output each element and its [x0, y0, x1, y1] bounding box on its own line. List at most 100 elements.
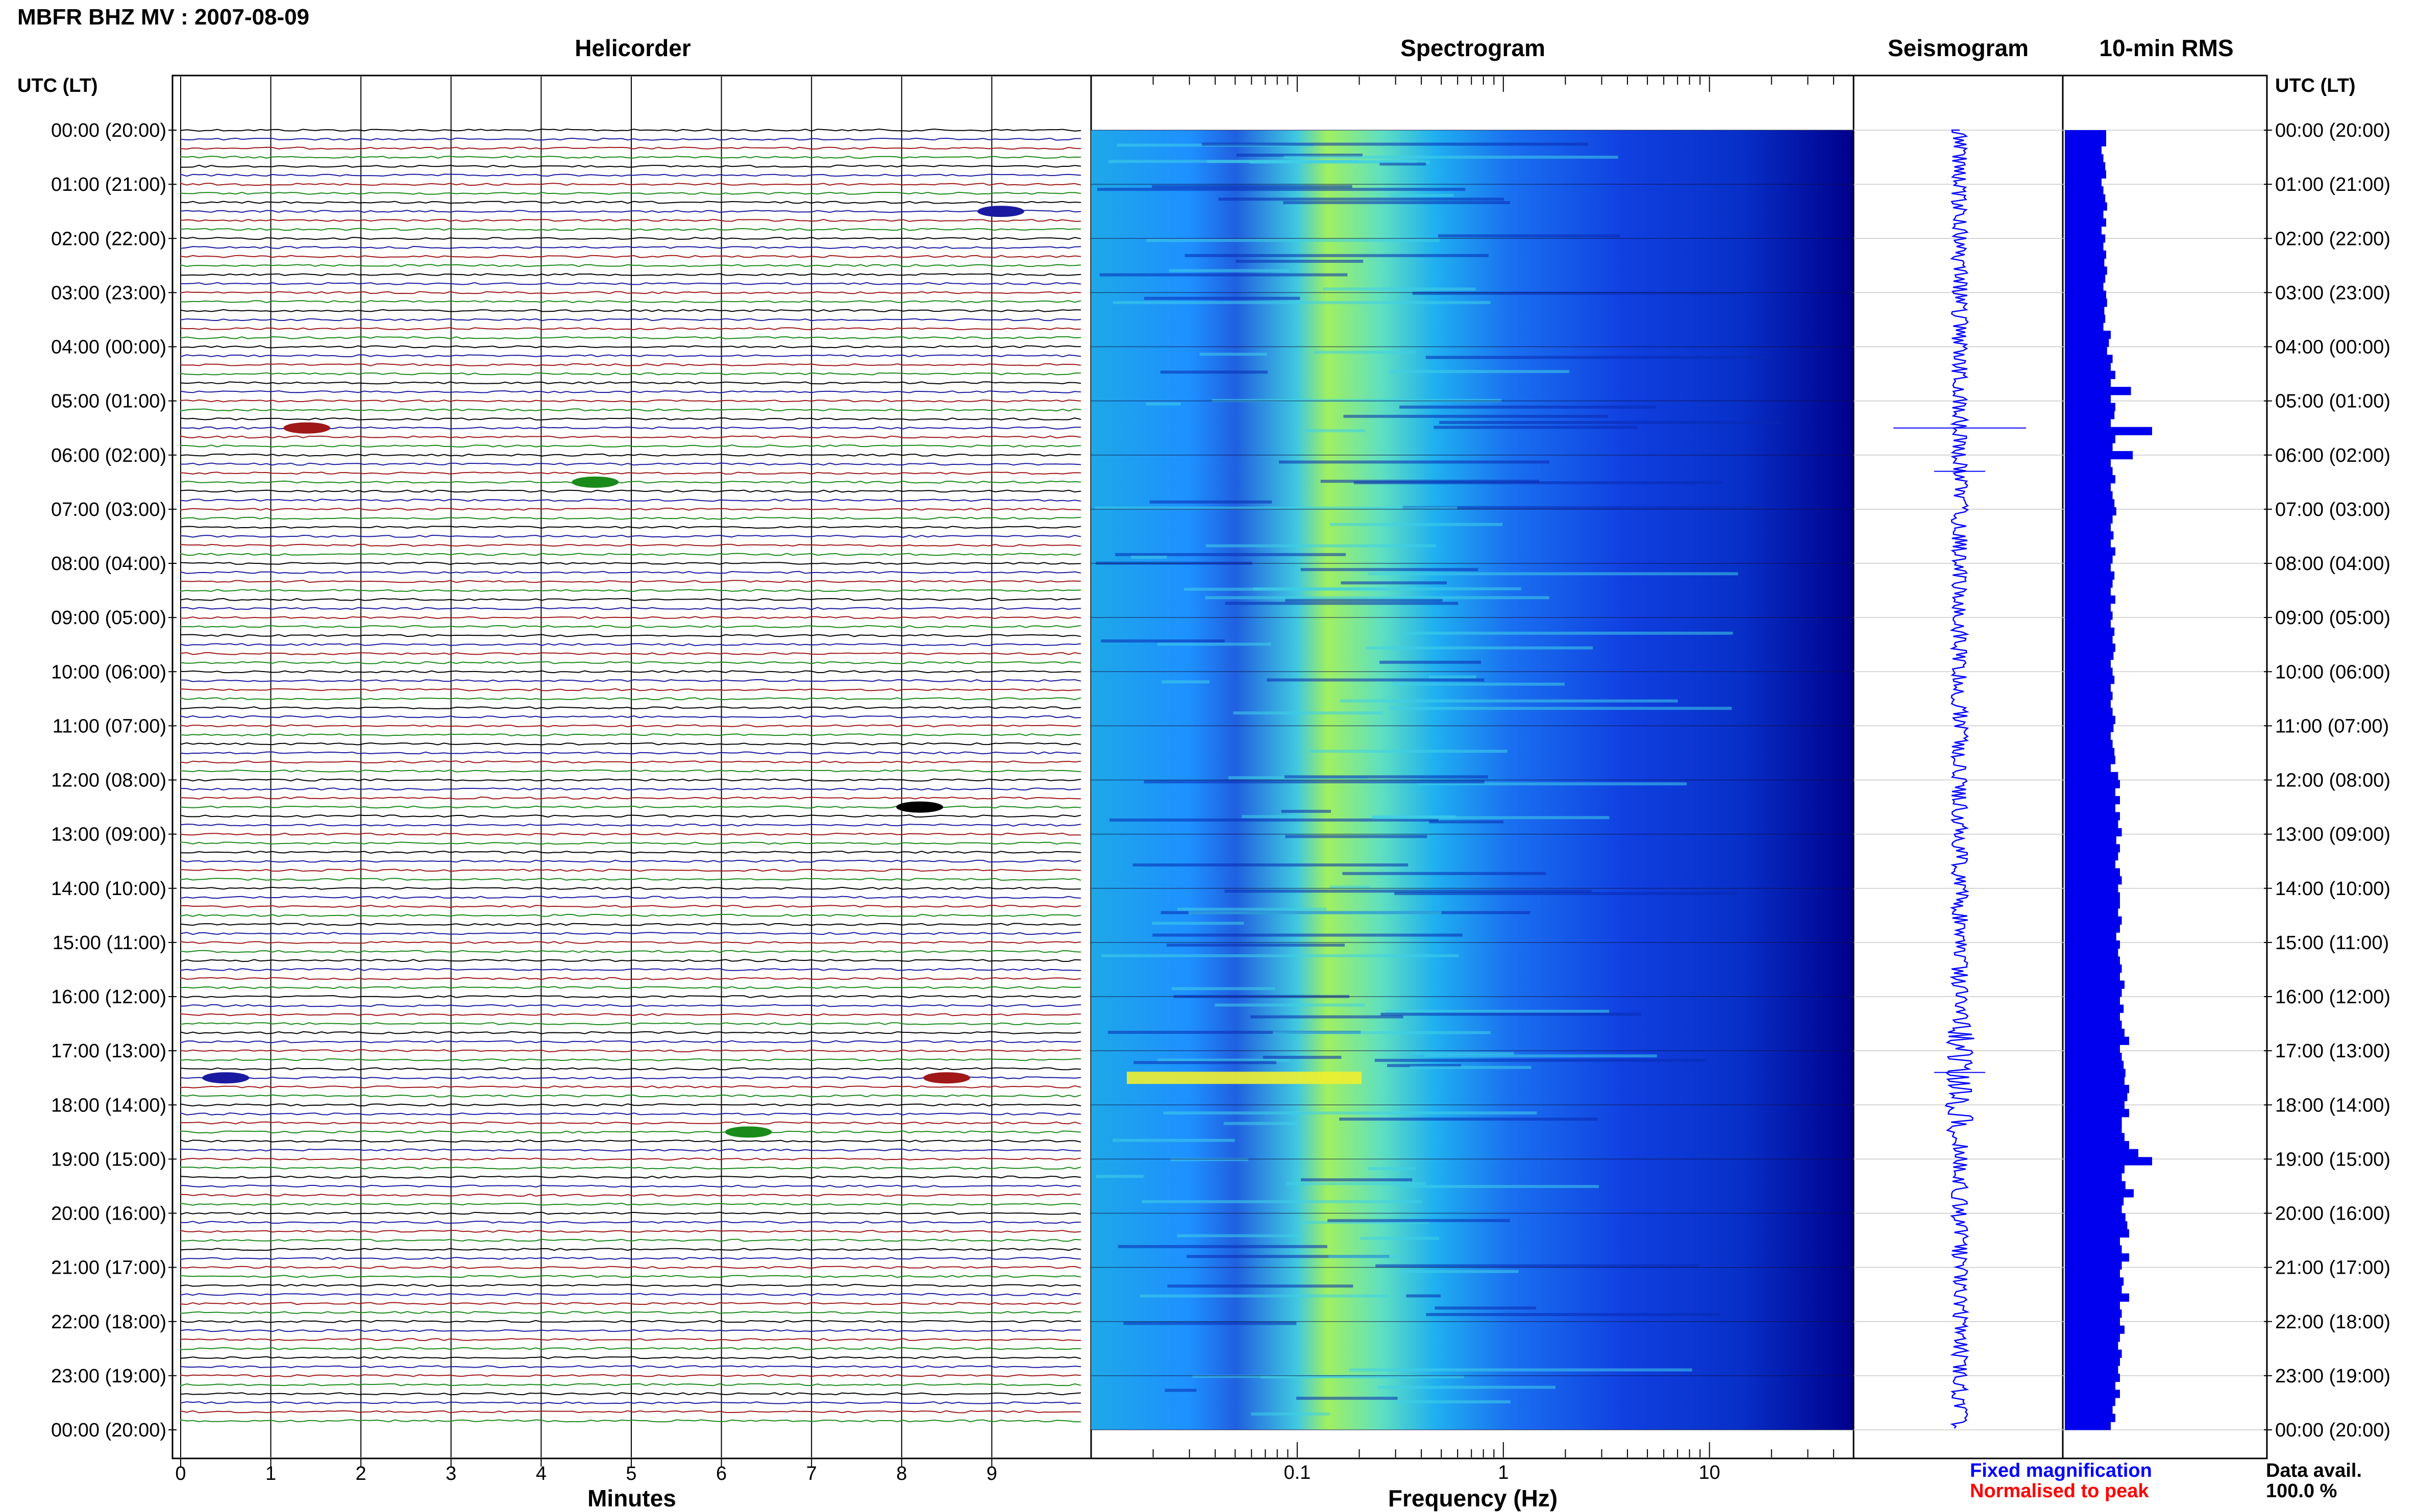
rms-bar — [2065, 651, 2114, 660]
helicorder-trace — [180, 1211, 1081, 1215]
time-axis-header-left: UTC (LT) — [17, 75, 98, 96]
seismogram-frame — [1853, 75, 2064, 1459]
rms-bar — [2065, 370, 2115, 379]
spectrogram-streak — [1286, 1182, 1426, 1185]
helicorder-trace — [180, 1392, 1081, 1396]
helicorder-trace — [180, 507, 1081, 511]
rms-bar — [2065, 379, 2111, 387]
rms-bar — [2065, 908, 2118, 917]
rms-bar — [2065, 355, 2113, 363]
rms-bar — [2065, 1157, 2152, 1166]
helicorder-trace — [180, 625, 1081, 628]
helicorder-trace — [180, 643, 1081, 647]
time-label-left: 08:00 (04:00) — [51, 553, 166, 575]
rms-bar — [2065, 299, 2107, 307]
rms-bar — [2065, 708, 2113, 716]
rms-bar — [2065, 940, 2120, 949]
spectrogram-streak — [1284, 775, 1488, 779]
rms-bar — [2065, 1325, 2125, 1334]
spectrogram-streak — [1165, 1389, 1197, 1392]
rms-bar — [2065, 1173, 2122, 1182]
helicorder-trace — [180, 841, 1081, 845]
spectrogram-streak — [1157, 1058, 1289, 1062]
helicorder-trace — [180, 896, 1081, 899]
spectrogram-streak — [1123, 1322, 1297, 1325]
spectrogram-streak — [1101, 954, 1459, 957]
rms-bar — [2065, 1245, 2122, 1254]
spectrogram-streak — [1267, 678, 1485, 682]
spectrogram-streak — [1417, 782, 1687, 786]
helicorder-trace — [180, 1130, 1081, 1134]
helicorder-tick-label: 6 — [716, 1463, 727, 1484]
seismogram-line — [1944, 129, 1974, 1429]
helicorder-trace — [180, 372, 1081, 376]
helicorder-event — [725, 1126, 772, 1138]
rms-bar — [2065, 1398, 2115, 1406]
rms-bar — [2065, 1301, 2120, 1310]
helicorder-trace — [180, 1302, 1081, 1305]
rms-bar — [2065, 1125, 2122, 1133]
helicorder-trace — [180, 345, 1081, 349]
spectrogram-streak — [1162, 680, 1210, 684]
helicorder-trace — [180, 950, 1081, 953]
spectrogram-streak — [1341, 581, 1447, 585]
spectrogram-streak — [1424, 1054, 1657, 1058]
rms-bar — [2065, 411, 2115, 419]
spectrogram-streak — [1340, 699, 1678, 703]
helicorder-trace — [180, 670, 1081, 674]
rms-bar — [2065, 916, 2122, 925]
rms-bar — [2065, 226, 2102, 235]
spectrogram-streak — [1394, 682, 1565, 686]
rms-bar — [2065, 1093, 2128, 1101]
time-label-left: 04:00 (00:00) — [51, 337, 166, 358]
time-label-right: 13:00 (09:00) — [2275, 824, 2390, 846]
time-label-right: 01:00 (21:00) — [2275, 174, 2390, 195]
time-label-left: 06:00 (02:00) — [51, 445, 166, 466]
rms-bar — [2065, 1053, 2122, 1061]
panel-title-rms: 10-min RMS — [2099, 35, 2233, 61]
spectrogram-streak — [1166, 944, 1345, 947]
rms-bar — [2065, 499, 2115, 508]
rms-bar — [2065, 1333, 2120, 1342]
panel-title-seismogram: Seismogram — [1888, 35, 2029, 61]
spectrogram-streak — [1372, 816, 1610, 820]
spectrogram-streak — [1095, 506, 1458, 510]
helicorder-trace — [180, 968, 1081, 971]
time-label-right: 12:00 (08:00) — [2275, 770, 2390, 791]
spectrogram-streak — [1205, 544, 1437, 548]
rms-bar — [2065, 892, 2120, 901]
rms-bar — [2065, 964, 2122, 973]
rms-bar — [2065, 683, 2111, 692]
spectrogram-streak — [1279, 460, 1550, 464]
helicorder-trace — [180, 1374, 1081, 1377]
spectrogram-streak — [1425, 356, 1771, 359]
time-label-right: 22:00 (18:00) — [2275, 1311, 2390, 1333]
spectrogram-streak — [1310, 750, 1508, 753]
rms-bar — [2065, 1405, 2113, 1415]
spectrogram-streak — [1404, 631, 1733, 635]
time-label-right: 02:00 (22:00) — [2275, 228, 2390, 250]
helicorder-trace — [180, 1004, 1081, 1007]
spectrogram-streak — [1285, 599, 1443, 602]
helicorder-trace — [180, 715, 1081, 718]
helicorder-trace — [180, 1256, 1081, 1260]
spectrogram-streak — [1113, 1138, 1235, 1142]
rms-bar — [2065, 956, 2120, 965]
rms-bars — [2065, 130, 2152, 1430]
rms-bar — [2065, 804, 2115, 812]
spectrogram-streak — [1390, 193, 1454, 197]
time-label-left: 18:00 (14:00) — [51, 1095, 166, 1116]
helicorder-trace — [180, 543, 1081, 547]
spectrogram-streak — [1160, 370, 1268, 374]
rms-bar — [2065, 1357, 2120, 1366]
rms-bar — [2065, 611, 2113, 620]
spectrogram-streak — [1236, 154, 1363, 157]
spectrogram-streaks — [1095, 142, 1781, 1416]
spectrogram-streak — [1140, 1294, 1389, 1298]
helicorder-trace — [180, 1184, 1081, 1188]
rms-bar — [2065, 643, 2115, 652]
rms-bar — [2065, 595, 2115, 604]
spectrogram-streak — [1233, 711, 1383, 715]
rms-bar — [2065, 748, 2115, 756]
helicorder-trace — [180, 128, 1081, 132]
